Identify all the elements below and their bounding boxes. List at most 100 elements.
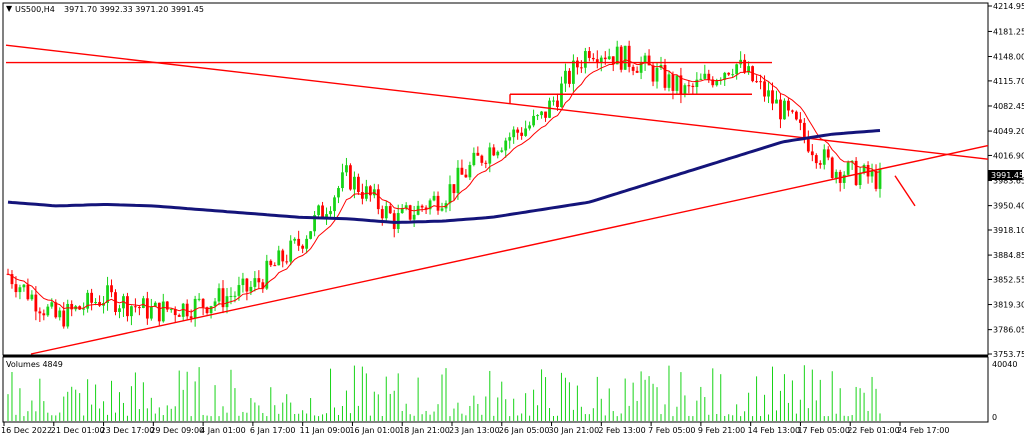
candle-body — [388, 206, 392, 214]
candle-body — [309, 231, 313, 239]
candle-body — [376, 189, 380, 210]
candle-body — [806, 137, 810, 152]
candle-body — [603, 57, 607, 60]
candle-body — [221, 288, 225, 308]
candle-body — [452, 184, 456, 194]
candle-body — [560, 83, 563, 107]
candle-body — [671, 74, 675, 91]
candle-body — [141, 298, 145, 309]
time-tick-label: 23 Jan 13:00 — [449, 426, 500, 435]
time-tick-label: 2 Feb 13:00 — [598, 426, 645, 435]
candle-body — [810, 151, 814, 156]
candle-body — [181, 303, 185, 317]
candle-body — [277, 250, 281, 266]
candle-body — [488, 147, 492, 164]
candle-body — [157, 302, 161, 322]
candle-body — [38, 311, 42, 314]
candle-body — [794, 111, 798, 120]
time-tick-label: 24 Feb 17:00 — [897, 426, 949, 435]
candle-body — [269, 260, 273, 266]
time-tick-label: 22 Feb 01:00 — [847, 426, 899, 435]
candle-body — [536, 115, 539, 117]
candle-body — [667, 74, 671, 88]
candle-body — [787, 100, 790, 111]
candle-body — [404, 205, 408, 209]
projection-line[interactable] — [894, 175, 916, 207]
candle-body — [209, 306, 213, 314]
candle-body — [460, 167, 464, 175]
candle-body — [106, 285, 109, 303]
support-trendline[interactable] — [30, 144, 989, 355]
price-tick-label: 4214.95 — [993, 2, 1024, 11]
candle-body — [866, 164, 870, 177]
candle-body — [599, 57, 603, 63]
candle-body — [50, 302, 54, 307]
candle-body — [583, 51, 587, 68]
candle-body — [317, 205, 320, 216]
candle-body — [627, 45, 631, 67]
candle-body — [783, 100, 786, 120]
candle-body — [643, 55, 647, 63]
candle-body — [249, 286, 253, 292]
candle-body — [14, 284, 18, 293]
candle-body — [579, 67, 583, 69]
price-tick-label: 3852.55 — [993, 275, 1024, 284]
candle-body — [575, 60, 579, 68]
candle-body — [611, 56, 615, 65]
volume-scale-top: 40040 — [992, 360, 1017, 369]
candle-body — [153, 302, 157, 307]
candle-body — [623, 45, 627, 70]
candle-body — [759, 81, 762, 83]
candle-body — [675, 75, 679, 91]
candle-body — [639, 62, 643, 73]
candle-body — [528, 125, 532, 129]
candle-body — [201, 298, 205, 308]
price-tick-label: 4115.70 — [993, 77, 1024, 86]
candle-body — [82, 308, 86, 310]
candle-body — [456, 167, 460, 194]
candle-body — [305, 238, 309, 249]
candle-body — [321, 205, 324, 218]
candle-body — [265, 260, 269, 289]
time-tick-label: 14 Feb 13:00 — [748, 426, 800, 435]
candle-body — [615, 46, 619, 65]
candle-body — [161, 301, 165, 322]
candle-body — [273, 265, 277, 267]
candle-body — [34, 294, 38, 312]
candle-body — [723, 72, 727, 80]
candle-body — [337, 188, 340, 198]
candle-body — [826, 149, 830, 158]
candle-body — [26, 284, 30, 300]
candle-body — [727, 72, 731, 75]
candle-body — [62, 310, 66, 327]
candle-body — [297, 238, 301, 246]
candle-body — [368, 186, 372, 196]
trendlines-layer — [5, 44, 989, 355]
candle-body — [743, 59, 747, 73]
candle-body — [364, 186, 368, 199]
candle-body — [126, 296, 129, 317]
candle-body — [289, 240, 293, 262]
candle-body — [572, 60, 575, 84]
candle-body — [822, 149, 826, 165]
candle-body — [380, 209, 384, 219]
candle-body — [464, 174, 468, 178]
candle-body — [10, 274, 14, 285]
candle-body — [492, 147, 496, 156]
candle-body — [448, 184, 452, 204]
candle-body — [436, 195, 440, 211]
candle-body — [245, 278, 249, 292]
candle-body — [496, 151, 500, 156]
candle-body — [118, 308, 121, 312]
candle-body — [858, 172, 862, 185]
candle-body — [568, 70, 571, 84]
collapse-triangle-icon[interactable]: ▼ — [6, 4, 13, 13]
candle-body — [767, 90, 770, 97]
candle-body — [137, 307, 141, 309]
candle-body — [476, 152, 480, 156]
candle-body — [870, 170, 874, 177]
time-tick-label: 11 Jan 09:00 — [300, 426, 351, 435]
candle-body — [655, 67, 659, 82]
candle-body — [420, 205, 424, 208]
